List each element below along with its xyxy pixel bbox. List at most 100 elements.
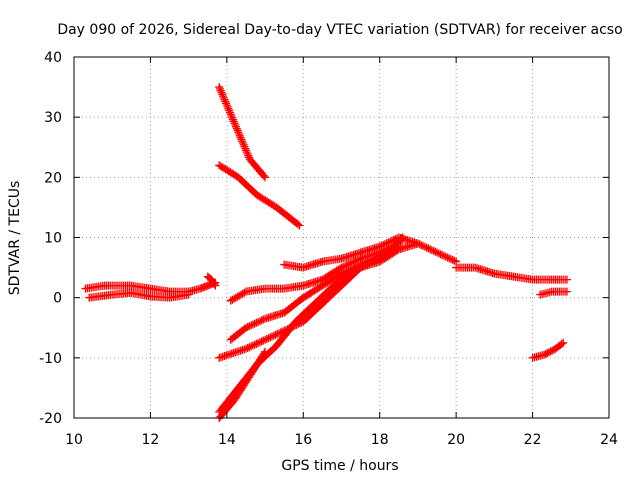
marker-trail bbox=[205, 273, 215, 283]
marker-trail bbox=[243, 284, 268, 296]
marker-trail bbox=[235, 361, 261, 391]
marker-trail bbox=[231, 121, 253, 162]
marker-trail bbox=[273, 319, 299, 349]
marker-trail bbox=[216, 385, 242, 415]
marker-trail bbox=[243, 315, 268, 331]
marker-trail bbox=[350, 258, 375, 274]
data-point bbox=[295, 221, 304, 230]
series-arc-2 bbox=[85, 288, 193, 302]
marker-trail bbox=[247, 156, 268, 180]
series-arc-12 bbox=[452, 263, 571, 284]
marker-trail bbox=[541, 345, 558, 358]
marker-trail bbox=[377, 234, 402, 250]
data-point bbox=[226, 296, 235, 305]
series-arc-14 bbox=[528, 338, 568, 362]
data-point bbox=[230, 119, 239, 128]
marker-trail bbox=[262, 327, 287, 343]
marker-trail bbox=[217, 345, 249, 362]
marker-trail bbox=[301, 258, 325, 271]
x-axis-label: GPS time / hours bbox=[281, 458, 398, 474]
series-arc-13 bbox=[536, 287, 571, 299]
marker-trail bbox=[254, 343, 280, 367]
data-series bbox=[81, 83, 571, 422]
marker-trail bbox=[228, 288, 249, 304]
series-arc-11 bbox=[280, 233, 461, 272]
marker-trail bbox=[216, 162, 241, 181]
series-arc-10 bbox=[215, 233, 407, 416]
marker-trail bbox=[208, 277, 219, 289]
series-arc-4 bbox=[215, 83, 270, 182]
x-tick-label: 16 bbox=[294, 432, 312, 448]
marker-trail bbox=[87, 290, 115, 302]
x-tick-label: 20 bbox=[447, 432, 465, 448]
data-point bbox=[261, 335, 270, 344]
data-point bbox=[241, 344, 250, 353]
series-arc-3 bbox=[203, 272, 220, 290]
data-point bbox=[433, 248, 442, 257]
marker-trail bbox=[300, 282, 325, 301]
marker-trail bbox=[243, 336, 268, 352]
marker-trail bbox=[434, 249, 459, 265]
axis-ticks: 10 12 14 16 18 20 22 24 -20 -10 0 10 20 30 40 bbox=[39, 50, 618, 448]
marker-trail bbox=[255, 192, 279, 211]
marker-trail bbox=[301, 276, 325, 290]
x-tick-label: 14 bbox=[218, 432, 236, 448]
x-tick-label: 22 bbox=[524, 432, 542, 448]
marker-trail bbox=[369, 246, 394, 265]
marker-trail bbox=[339, 255, 363, 271]
marker-trail bbox=[293, 301, 318, 325]
chart-title: Day 090 of 2026, Sidereal Day-to-day VTE… bbox=[57, 22, 622, 38]
marker-trail bbox=[396, 234, 421, 247]
y-tick-label: 0 bbox=[53, 291, 62, 307]
x-tick-label: 12 bbox=[142, 432, 160, 448]
marker-trail bbox=[228, 325, 249, 343]
data-point bbox=[241, 323, 250, 332]
data-point bbox=[215, 83, 224, 92]
grid-lines bbox=[74, 57, 609, 418]
data-point bbox=[562, 287, 571, 296]
x-tick-label: 24 bbox=[600, 432, 618, 448]
marker-trail bbox=[358, 243, 382, 256]
marker-trail bbox=[331, 267, 356, 289]
data-point bbox=[562, 275, 571, 284]
series-arc-5 bbox=[215, 161, 304, 230]
y-tick-label: 20 bbox=[44, 170, 62, 186]
marker-trail bbox=[320, 254, 344, 266]
marker-trail bbox=[83, 281, 107, 293]
y-tick-label: -10 bbox=[39, 351, 62, 367]
y-axis-label: SDTVAR / TECUs bbox=[7, 181, 23, 296]
marker-trail bbox=[282, 260, 306, 272]
data-point bbox=[375, 242, 384, 251]
marker-trail bbox=[358, 249, 382, 262]
x-tick-label: 10 bbox=[65, 432, 83, 448]
marker-trail bbox=[415, 240, 440, 256]
marker-trail bbox=[320, 270, 344, 289]
series-arc-6 bbox=[226, 239, 403, 305]
marker-trail bbox=[216, 84, 238, 126]
y-tick-label: 40 bbox=[44, 50, 62, 66]
marker-trail bbox=[262, 309, 287, 323]
marker-trail bbox=[339, 249, 363, 262]
y-tick-label: 10 bbox=[44, 231, 62, 247]
data-point bbox=[348, 266, 357, 275]
marker-trail bbox=[274, 204, 302, 229]
marker-trail bbox=[312, 282, 337, 307]
data-point bbox=[559, 338, 568, 347]
marker-trail bbox=[319, 282, 345, 307]
x-tick-label: 18 bbox=[371, 432, 389, 448]
marker-trail bbox=[492, 269, 516, 281]
data-point bbox=[211, 281, 220, 290]
marker-trail bbox=[320, 264, 344, 283]
marker-trail bbox=[300, 301, 325, 325]
data-point bbox=[184, 290, 193, 299]
marker-trail bbox=[511, 272, 535, 284]
y-tick-label: 30 bbox=[44, 110, 62, 126]
data-point bbox=[261, 173, 270, 182]
marker-trail bbox=[553, 340, 566, 352]
marker-trail bbox=[216, 397, 238, 421]
marker-trail bbox=[282, 281, 306, 293]
y-tick-label: -20 bbox=[39, 411, 62, 427]
marker-trail bbox=[281, 294, 306, 316]
marker-trail bbox=[473, 264, 497, 278]
